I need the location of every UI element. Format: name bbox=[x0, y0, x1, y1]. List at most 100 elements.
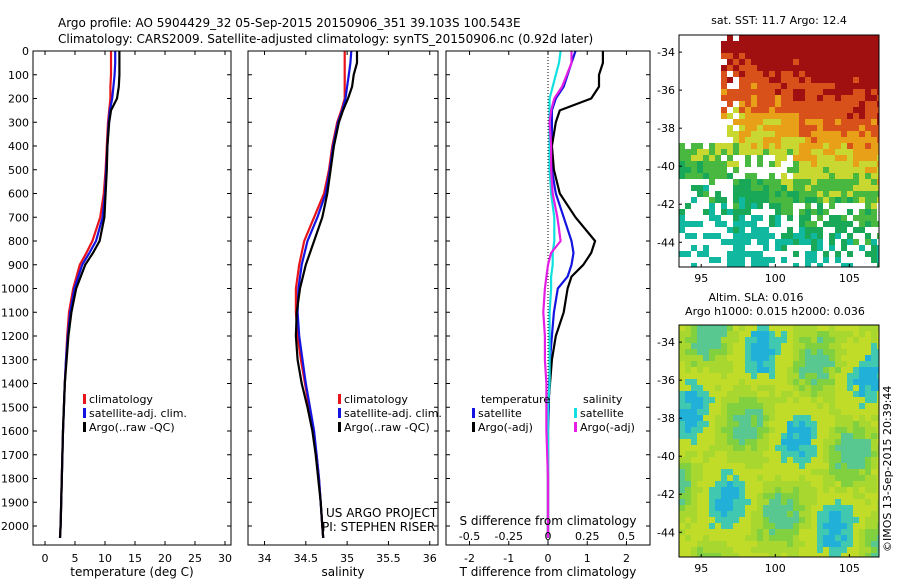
map-cell bbox=[739, 59, 745, 65]
map-cell bbox=[745, 547, 751, 553]
map-cell bbox=[865, 529, 871, 535]
map-cell bbox=[793, 89, 799, 95]
map-cell bbox=[859, 149, 865, 155]
map-cell bbox=[823, 331, 829, 337]
map-cell bbox=[727, 403, 733, 409]
map-cell bbox=[697, 409, 703, 415]
map-cell bbox=[769, 343, 775, 349]
map-cell bbox=[697, 439, 703, 445]
map-cell bbox=[757, 427, 763, 433]
map-cell bbox=[805, 107, 811, 113]
map-cell bbox=[805, 493, 811, 499]
map-cell bbox=[871, 499, 877, 505]
map-cell bbox=[727, 113, 733, 119]
map-cell bbox=[787, 535, 793, 541]
map-cell bbox=[703, 415, 709, 421]
map-cell bbox=[793, 409, 799, 415]
map-cell bbox=[703, 325, 709, 331]
map-cell bbox=[877, 529, 879, 535]
map-cell bbox=[685, 331, 691, 337]
map-cell bbox=[799, 379, 805, 385]
map-cell bbox=[763, 523, 769, 529]
map-cell bbox=[745, 553, 751, 557]
map-cell bbox=[835, 257, 841, 263]
map-cell bbox=[811, 53, 817, 59]
map-cell bbox=[817, 481, 823, 487]
map-cell bbox=[727, 41, 733, 47]
map-cell bbox=[775, 83, 781, 89]
map-cell bbox=[703, 541, 709, 547]
map-cell bbox=[871, 95, 877, 101]
map-cell bbox=[877, 89, 879, 95]
map-cell bbox=[859, 101, 865, 107]
map-cell bbox=[775, 493, 781, 499]
map-cell bbox=[679, 493, 685, 499]
map-cell bbox=[697, 167, 703, 173]
map-cell bbox=[871, 101, 877, 107]
map-cell bbox=[835, 475, 841, 481]
map-cell bbox=[841, 125, 847, 131]
map-cell bbox=[697, 463, 703, 469]
map-cell bbox=[757, 191, 763, 197]
map-cell bbox=[811, 131, 817, 137]
map-cell bbox=[751, 505, 757, 511]
map-cell bbox=[757, 149, 763, 155]
map-cell bbox=[745, 523, 751, 529]
map-cell bbox=[841, 553, 847, 557]
map-cell bbox=[859, 215, 865, 221]
map-cell bbox=[721, 107, 727, 113]
map-cell bbox=[811, 427, 817, 433]
map-cell bbox=[853, 493, 859, 499]
map-cell bbox=[805, 553, 811, 557]
ytick-label: 1400 bbox=[1, 378, 29, 391]
map-cell bbox=[877, 263, 879, 267]
map-cell bbox=[727, 239, 733, 245]
map-cell bbox=[781, 379, 787, 385]
map-cell bbox=[727, 59, 733, 65]
map-cell bbox=[793, 161, 799, 167]
map-cell bbox=[697, 355, 703, 361]
map-cell bbox=[841, 137, 847, 143]
map-cell bbox=[697, 367, 703, 373]
map-cell bbox=[841, 361, 847, 367]
map-cell bbox=[835, 349, 841, 355]
map-cell bbox=[685, 233, 691, 239]
map-cell bbox=[745, 137, 751, 143]
map-cell bbox=[853, 475, 859, 481]
map-cell bbox=[793, 553, 799, 557]
map-cell bbox=[853, 385, 859, 391]
map-cell bbox=[691, 185, 697, 191]
map-cell bbox=[859, 185, 865, 191]
map-cell bbox=[829, 53, 835, 59]
map-cell bbox=[811, 385, 817, 391]
map-cell bbox=[877, 191, 879, 197]
map-cell bbox=[781, 179, 787, 185]
map-cell bbox=[811, 451, 817, 457]
map-cell bbox=[853, 547, 859, 553]
map-cell bbox=[817, 83, 823, 89]
map-cell bbox=[877, 439, 879, 445]
map-cell bbox=[745, 355, 751, 361]
map-cell bbox=[787, 233, 793, 239]
map-cell bbox=[715, 499, 721, 505]
map-cell bbox=[715, 505, 721, 511]
map-cell bbox=[775, 505, 781, 511]
map-cell bbox=[733, 463, 739, 469]
map-cell bbox=[847, 427, 853, 433]
map-cell bbox=[745, 349, 751, 355]
map-cell bbox=[859, 221, 865, 227]
map-cell bbox=[757, 403, 763, 409]
map-cell bbox=[829, 409, 835, 415]
map-cell bbox=[853, 53, 859, 59]
map-cell bbox=[739, 409, 745, 415]
map-cell bbox=[745, 41, 751, 47]
map-cell bbox=[739, 355, 745, 361]
map-cell bbox=[697, 433, 703, 439]
map-cell bbox=[691, 511, 697, 517]
map-cell bbox=[853, 185, 859, 191]
map-cell bbox=[877, 451, 879, 457]
map-cell bbox=[853, 487, 859, 493]
map-cell bbox=[847, 119, 853, 125]
map-cell bbox=[757, 107, 763, 113]
map-cell bbox=[691, 517, 697, 523]
